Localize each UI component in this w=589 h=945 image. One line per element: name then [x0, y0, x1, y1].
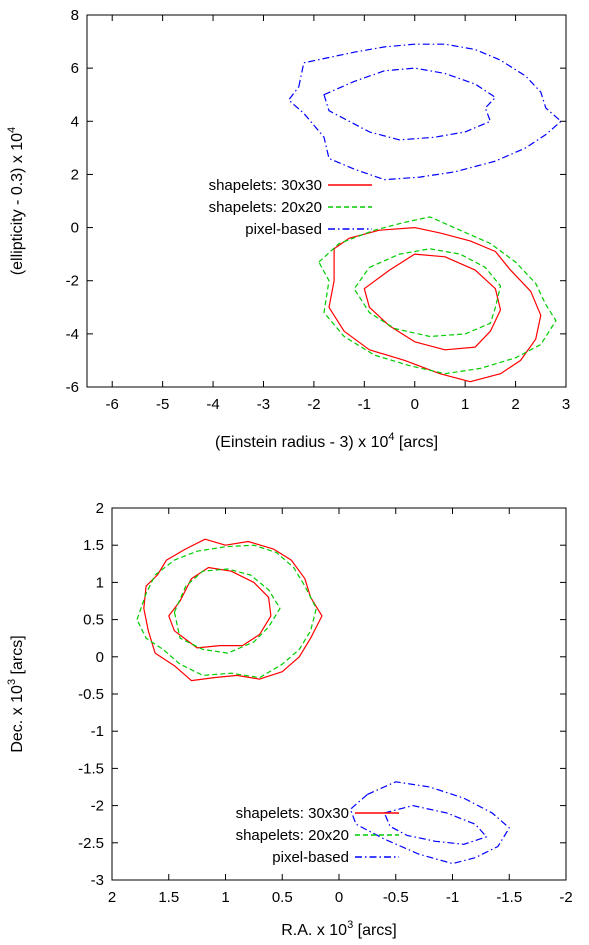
x-tick-label: 0.5: [272, 889, 293, 906]
y-tick-label: 8: [71, 7, 79, 24]
contour-dashed-3: [173, 568, 281, 654]
legend: shapelets: 30x30 shapelets: 20x20 pixel-ba…: [209, 177, 372, 238]
plot-frame: [86, 14, 567, 388]
y-tick-label: -1: [91, 723, 104, 740]
x-tick-label: -4: [206, 396, 219, 413]
x-tick-label: 2: [511, 396, 519, 413]
y-axis-label-exponent: 3: [6, 679, 18, 685]
x-tick-label: 0: [335, 889, 343, 906]
x-tick-label: 3: [562, 396, 570, 413]
x-tick-label: -2: [307, 396, 320, 413]
contour-dashdot-5: [323, 67, 496, 141]
y-tick-label: 2: [96, 500, 104, 517]
y-tick-label: 0.5: [83, 612, 104, 629]
x-tick-label: -3: [257, 396, 270, 413]
contour-solid-0: [328, 227, 542, 383]
y-axis-label-exponent: 4: [6, 127, 18, 133]
contour-dashed-3: [353, 248, 502, 338]
y-axis-label: Dec. x 103 [arcs]: [6, 635, 26, 752]
y-tick-label: 4: [71, 113, 79, 130]
y-tick-label: -2.5: [78, 835, 104, 852]
y-tick-label: 1: [96, 574, 104, 591]
y-tick-label: 0: [96, 649, 104, 666]
x-tick-label: -1.5: [496, 889, 522, 906]
x-tick-label: -1: [358, 396, 371, 413]
legend-label: shapelets: 20x20: [209, 199, 322, 216]
contour-solid-1: [168, 566, 272, 649]
x-axis-label: (Einstein radius - 3) x 104 [arcs]: [215, 431, 438, 451]
contour-dashed-2: [318, 216, 557, 375]
x-tick-label: -6: [106, 396, 119, 413]
chart-2: 2 1.5 1 0.5 0 -0.5 -1 -1.5 -2 -3 -2.5 -2 -1.5 -1 -0.5 0…: [6, 500, 573, 939]
legend-label: shapelets: 30x30: [236, 805, 349, 822]
y-tick-label: -0.5: [78, 686, 104, 703]
x-tick-label: -5: [156, 396, 169, 413]
legend-label: shapelets: 30x30: [209, 177, 322, 194]
x-axis-label-unit: [arcs]: [394, 434, 438, 451]
y-tick-label: 1.5: [83, 537, 104, 554]
x-tick-label: -2: [559, 889, 572, 906]
y-tick-label: 6: [71, 60, 79, 77]
chart-1: -6 -5 -4 -3 -2 -1 0 1 2 3 -6 -4 -2 0 2 4 6 8 (Einstein rad…: [6, 7, 570, 451]
x-tick-label: 2: [108, 889, 116, 906]
legend-label: pixel-based: [272, 849, 349, 866]
x-tick-label: 1: [461, 396, 469, 413]
contour-solid-0: [143, 538, 323, 682]
y-axis-label-unit: [arcs]: [9, 635, 26, 679]
contour-dashed-2: [136, 544, 317, 679]
x-tick-label: 1: [221, 889, 229, 906]
x-axis-label-exponent: 4: [388, 431, 394, 443]
y-tick-label: -2: [66, 273, 79, 290]
y-tick-label: 0: [71, 220, 79, 237]
legend-label: pixel-based: [245, 221, 322, 238]
y-tick-label: -4: [66, 326, 79, 343]
legend-label: shapelets: 20x20: [236, 827, 349, 844]
plot-frame: [111, 507, 567, 881]
y-tick-label: -2: [91, 798, 104, 815]
y-axis-label-main: Dec. x 10: [9, 685, 26, 753]
x-axis-label-main: R.A. x 10: [281, 922, 347, 939]
x-tick-label: 1.5: [158, 889, 179, 906]
y-tick-label: -3: [91, 872, 104, 889]
x-axis-label-main: (Einstein radius - 3) x 10: [215, 434, 389, 451]
x-tick-label: -0.5: [383, 889, 409, 906]
y-axis-label: (ellipticity - 0.3) x 104: [6, 127, 26, 275]
contour-dashdot-4: [349, 781, 510, 865]
x-tick-label: -1: [446, 889, 459, 906]
y-tick-label: -6: [66, 379, 79, 396]
y-axis-label-main: (ellipticity - 0.3) x 10: [9, 133, 26, 275]
y-tick-label: -1.5: [78, 760, 104, 777]
y-tick-label: 2: [71, 166, 79, 183]
contour-dashdot-5: [383, 805, 488, 845]
contour-solid-1: [363, 253, 502, 351]
x-axis-label: R.A. x 103 [arcs]: [281, 919, 397, 939]
contour-dashdot-4: [288, 43, 562, 181]
x-axis-label-exponent: 3: [347, 919, 353, 931]
legend: shapelets: 30x30 shapelets: 20x20 pixel-ba…: [236, 805, 399, 866]
x-axis-label-unit: [arcs]: [353, 922, 397, 939]
x-tick-label: 0: [411, 396, 419, 413]
